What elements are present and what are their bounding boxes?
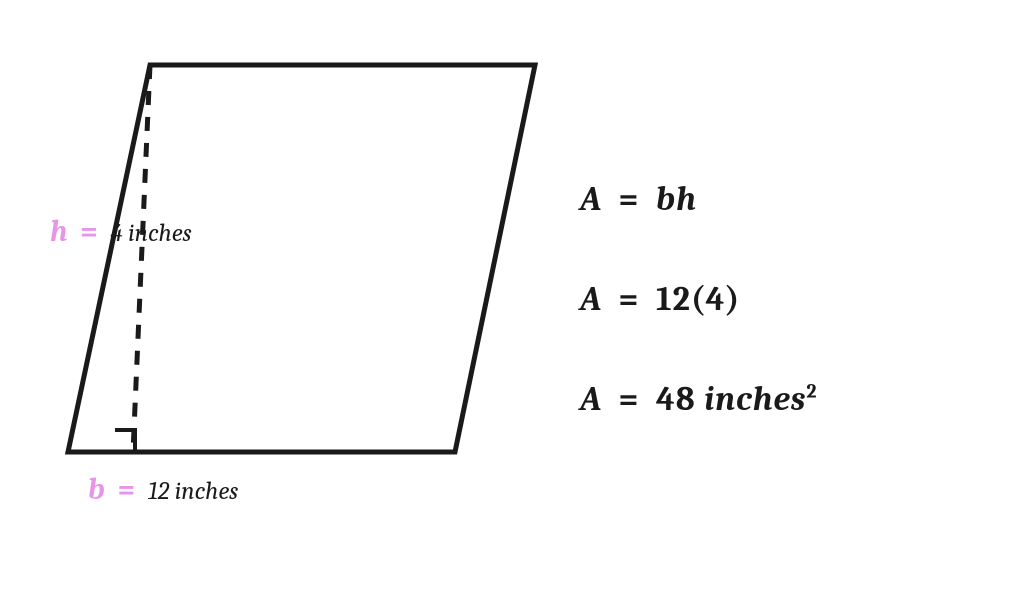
formula2-num2: (4) xyxy=(691,279,741,319)
base-var: b xyxy=(88,472,105,507)
formula3-eq: = xyxy=(618,379,639,419)
base-eq: = xyxy=(118,472,136,507)
height-var: h xyxy=(50,214,67,249)
parallelogram-shape xyxy=(68,65,535,452)
formula1-eq: = xyxy=(618,179,639,219)
main-container: h = 4 inches b = 12 inches A = bh A = 12… xyxy=(0,0,1014,598)
base-value: 12 inches xyxy=(148,477,238,506)
formula1-var: A xyxy=(580,179,602,219)
formula2-var: A xyxy=(580,279,602,319)
formula1-h: h xyxy=(676,179,697,219)
formula3-var: A xyxy=(580,379,602,419)
height-value: 4 inches xyxy=(110,219,191,248)
height-label: h = 4 inches xyxy=(50,214,192,249)
formula-area: A = bh A = 12(4) A = 48 inches2 xyxy=(540,179,1014,419)
formula1-b: b xyxy=(656,179,676,219)
diagram-area: h = 4 inches b = 12 inches xyxy=(0,0,540,598)
formula2-eq: = xyxy=(618,279,639,319)
formula-line-2: A = 12(4) xyxy=(580,279,994,319)
formula-line-1: A = bh xyxy=(580,179,994,219)
formula3-unit: inches xyxy=(696,379,807,419)
formula3-num: 48 xyxy=(656,379,696,419)
base-label: b = 12 inches xyxy=(88,472,238,507)
parallelogram-diagram xyxy=(0,0,540,598)
formula-line-3: A = 48 inches2 xyxy=(580,379,994,419)
formula2-num1: 12 xyxy=(656,279,691,319)
formula3-exp: 2 xyxy=(806,380,817,403)
height-eq: = xyxy=(80,214,98,249)
